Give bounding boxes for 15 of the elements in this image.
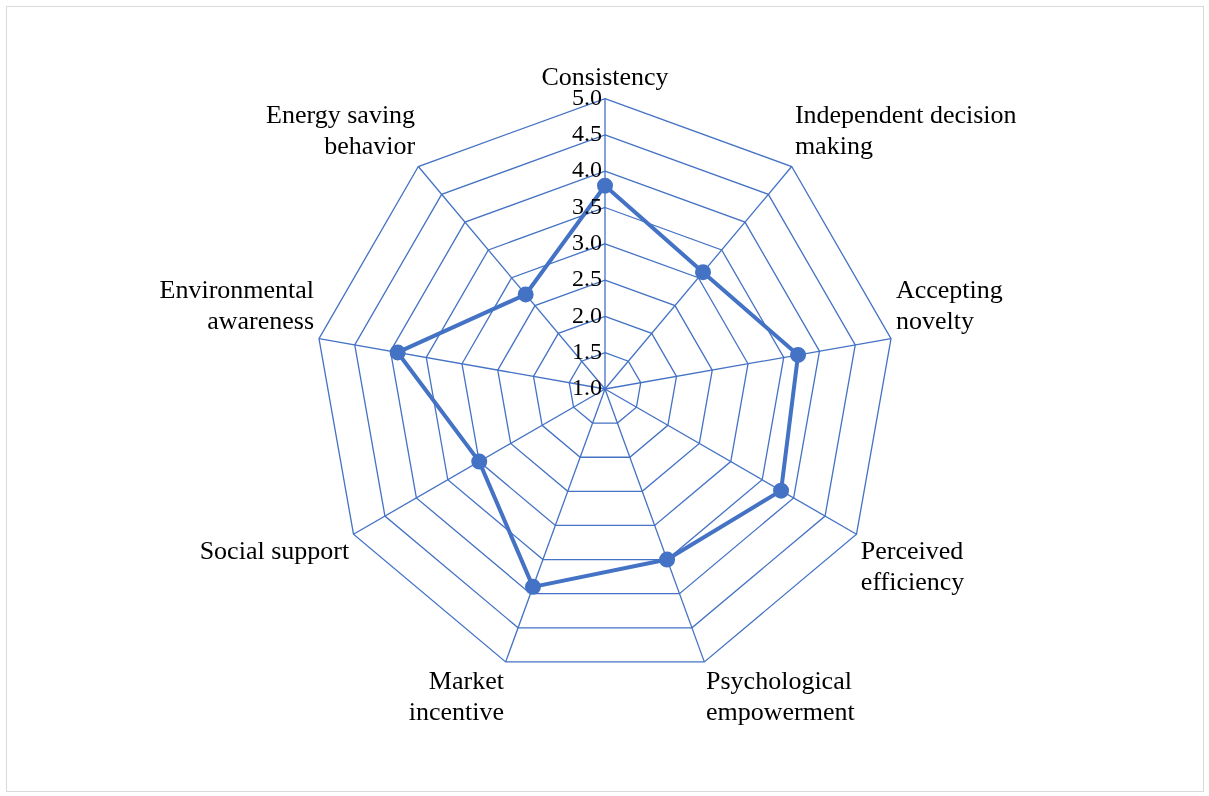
spoke-label: Market incentive bbox=[408, 666, 505, 727]
spoke-label: Psychological empowerment bbox=[706, 666, 856, 727]
y-tick-label: 2.0 bbox=[572, 301, 602, 328]
spoke-label: Accepting novelty bbox=[895, 274, 1003, 335]
y-tick-label: 4.5 bbox=[572, 120, 602, 147]
spoke-label: Independent decision making bbox=[794, 99, 1017, 160]
y-tick-label: 4.0 bbox=[572, 156, 602, 183]
y-tick-label: 1.5 bbox=[572, 337, 602, 364]
y-tick-label: 2.5 bbox=[572, 265, 602, 292]
y-tick-label: 3.0 bbox=[572, 229, 602, 256]
spoke-label: Consistency bbox=[541, 61, 669, 91]
spoke-label: Perceived efficiency bbox=[860, 536, 965, 597]
spoke-label: Social support bbox=[199, 536, 350, 566]
spoke-label: Energy saving behavior bbox=[266, 99, 416, 160]
spoke-label: Environmental awareness bbox=[159, 274, 315, 335]
